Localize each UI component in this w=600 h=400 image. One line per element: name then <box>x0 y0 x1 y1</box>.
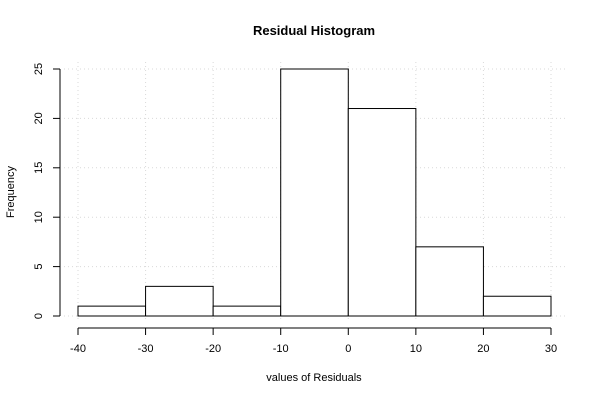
chart-title: Residual Histogram <box>253 23 375 38</box>
histogram-bar <box>212 305 282 317</box>
x-tick-label: -10 <box>273 343 289 355</box>
y-tick-label: 0 <box>33 313 45 319</box>
histogram-bar <box>415 246 484 317</box>
x-tick-label: 10 <box>410 343 422 355</box>
histogram-bar <box>280 68 349 317</box>
y-tick-label: 25 <box>33 63 45 75</box>
histogram-bar <box>482 295 552 317</box>
histogram-bar <box>145 285 214 317</box>
y-tick-label: 10 <box>33 211 45 223</box>
y-axis-label: Frequency <box>5 166 17 218</box>
y-tick-label: 5 <box>33 264 45 270</box>
x-axis-label: values of Residuals <box>266 372 362 384</box>
histogram-bar <box>347 108 417 317</box>
x-tick-label: -20 <box>205 343 221 355</box>
x-tick-label: 30 <box>545 343 557 355</box>
x-tick-label: 0 <box>345 343 351 355</box>
bars-layer <box>77 68 552 317</box>
y-tick-label: 20 <box>33 112 45 124</box>
x-tick-label: -30 <box>138 343 154 355</box>
y-tick-label: 15 <box>33 162 45 174</box>
histogram-bar <box>77 305 147 317</box>
x-axis: -40 -30 -20 -10 0 10 20 30 <box>70 327 557 355</box>
x-tick-label: -40 <box>70 343 86 355</box>
x-tick-label: 20 <box>477 343 489 355</box>
y-axis: 0 5 10 15 20 25 <box>33 63 61 319</box>
